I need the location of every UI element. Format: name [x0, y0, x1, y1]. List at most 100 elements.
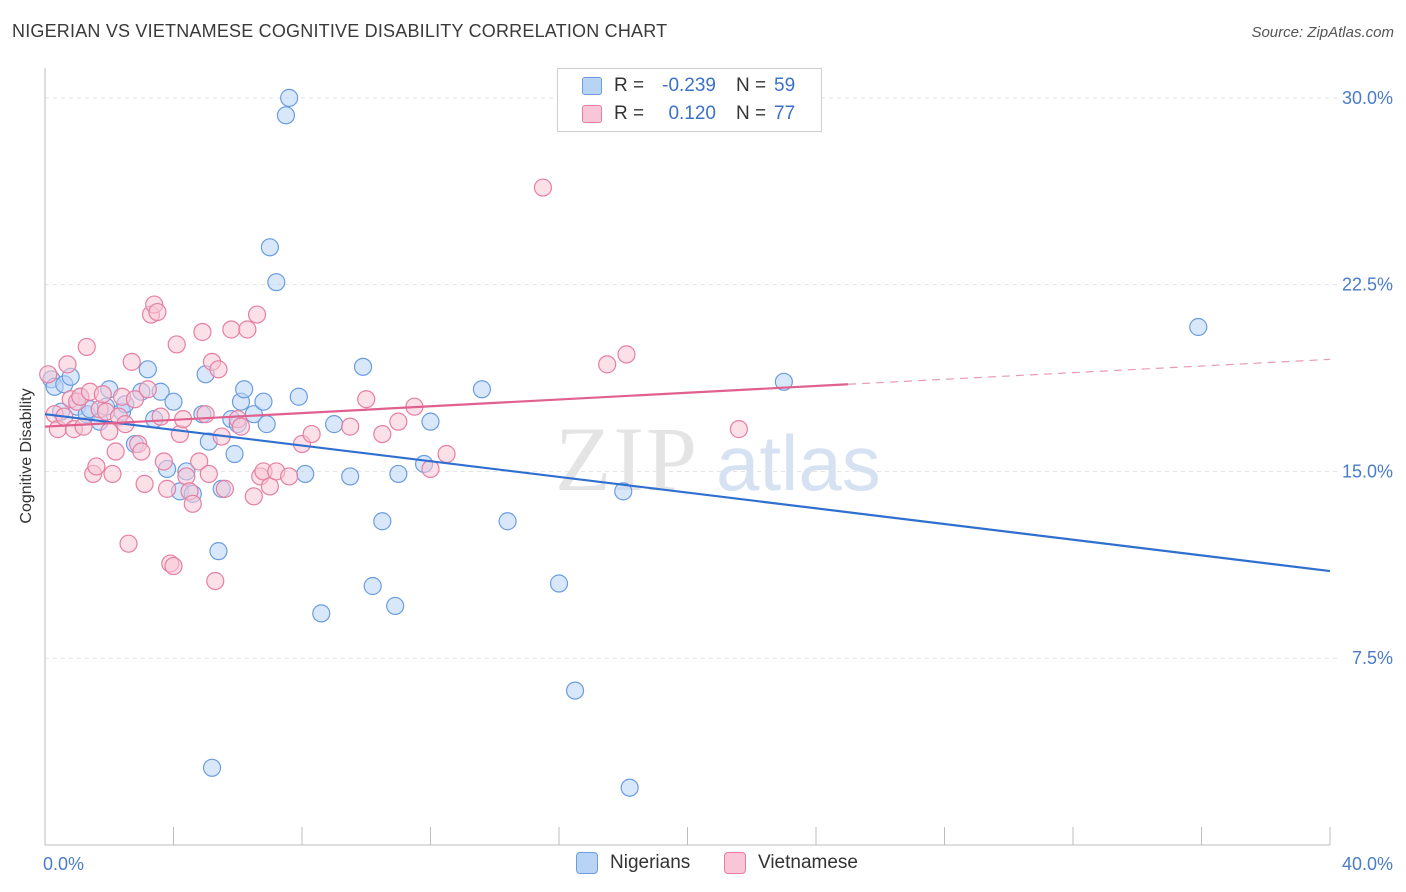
nigerian-point: [353, 357, 373, 376]
nigerian-point: [421, 412, 440, 431]
nigerian-point: [341, 467, 360, 486]
nigerian-point: [209, 542, 228, 561]
vietnamese-point: [222, 320, 241, 339]
nigerian-point: [225, 444, 244, 464]
bottom-legend-label: Nigerians: [610, 852, 691, 873]
vietnamese-point: [617, 345, 636, 364]
bottom-legend-vietnamese: Vietnamese: [724, 852, 858, 874]
bottom-swatch-pink: [724, 852, 746, 874]
correlation-legend: R = -0.239 N = 59 R = 0.120 N = 77: [557, 68, 822, 132]
vietnamese-point: [238, 320, 257, 339]
legend-swatch-blue: [582, 77, 602, 95]
vietnamese-point: [373, 424, 392, 444]
vietnamese-point: [148, 302, 167, 322]
vietnamese-point: [164, 556, 183, 576]
vietnamese-point: [106, 442, 125, 461]
legend-r-label: R =: [614, 75, 645, 96]
vietnamese-point: [196, 405, 215, 424]
vietnamese-trend-extension: [848, 358, 1331, 385]
trend-lines: [44, 358, 1331, 573]
vietnamese-point: [167, 335, 186, 354]
vietnamese-point: [138, 380, 157, 399]
legend-row-nigerians: R = -0.239 N = 59: [582, 73, 795, 99]
vietnamese-point: [93, 385, 112, 404]
legend-r-value: -0.239: [662, 75, 716, 96]
legend-r-value: 0.120: [668, 103, 716, 124]
vietnamese-point: [244, 487, 263, 506]
vietnamese-point: [87, 457, 106, 476]
nigerian-point: [363, 576, 382, 596]
nigerian-point: [254, 392, 273, 411]
nigerian-point: [614, 482, 633, 501]
vietnamese-point: [341, 417, 360, 436]
vietnamese-point: [58, 355, 77, 374]
nigerian-point: [138, 360, 157, 379]
vietnamese-point: [199, 464, 218, 484]
vietnamese-point: [193, 322, 212, 342]
bottom-swatch-blue: [576, 852, 598, 874]
nigerian-point: [235, 380, 254, 399]
nigerian-point: [549, 574, 569, 593]
x-tick-label: 0.0%: [43, 854, 84, 874]
nigerian-point: [1189, 317, 1208, 337]
legend-swatch-pink: [582, 105, 602, 123]
vietnamese-point: [729, 420, 749, 439]
nigerian-point: [389, 464, 408, 484]
vietnamese-point: [357, 390, 376, 409]
nigerian-point: [276, 106, 296, 125]
nigerian-point: [260, 238, 279, 257]
nigerian-point: [164, 392, 183, 411]
vietnamese-point: [151, 407, 170, 426]
legend-n-label: N =: [736, 103, 767, 124]
nigerian-point: [498, 512, 517, 531]
gridlines: [45, 97, 1340, 659]
nigerian-point: [565, 681, 585, 700]
nigerian-point: [386, 596, 405, 616]
vietnamese-point: [231, 417, 251, 436]
chart-title: NIGERIAN VS VIETNAMESE COGNITIVE DISABIL…: [12, 21, 668, 41]
nigerian-point: [257, 415, 276, 434]
nigerian-point: [312, 604, 331, 623]
vietnamese-point: [119, 534, 138, 553]
vietnamese-point: [598, 355, 617, 374]
axes: [44, 68, 1331, 846]
bottom-legend-label: Vietnamese: [758, 852, 858, 873]
vietnamese-point: [302, 424, 321, 444]
vietnamese-point: [77, 337, 96, 357]
vietnamese-point: [215, 479, 234, 498]
y-tick-label: 30.0%: [1342, 88, 1393, 108]
vietnamese-point: [280, 467, 299, 486]
vietnamese-point: [190, 452, 209, 471]
vietnamese-trend-line: [44, 383, 849, 428]
vietnamese-point: [209, 360, 228, 379]
legend-n-label: N =: [736, 75, 767, 96]
legend-n-value: 77: [774, 103, 796, 124]
vietnamese-point: [247, 305, 267, 324]
chart-source: Source: ZipAtlas.com: [1251, 24, 1394, 41]
vietnamese-point: [103, 464, 122, 484]
vietnamese-point: [154, 452, 173, 471]
nigerian-point: [472, 380, 491, 399]
nigerian-point: [267, 273, 286, 292]
vietnamese-point: [170, 424, 190, 444]
nigerian-point: [280, 88, 299, 107]
vietnamese-point: [183, 494, 202, 513]
legend-n-value: 59: [774, 75, 796, 96]
vietnamese-point: [177, 467, 196, 486]
nigerian-point: [373, 512, 392, 531]
x-tick-labels: 0.0% 40.0%: [43, 854, 1393, 874]
nigerian-trend-line: [44, 413, 1331, 573]
nigerian-point: [296, 464, 315, 484]
nigerian-point: [289, 387, 308, 406]
vietnamese-point: [437, 444, 456, 464]
nigerian-point: [202, 758, 222, 777]
y-tick-label: 22.5%: [1342, 275, 1393, 295]
vietnamese-point: [122, 352, 141, 371]
data-points: [39, 88, 1208, 797]
nigerian-point: [620, 778, 639, 797]
vietnamese-point: [39, 365, 58, 384]
bottom-legend-nigerians: Nigerians: [576, 852, 690, 874]
legend-row-vietnamese: R = 0.120 N = 77: [582, 101, 795, 127]
vietnamese-point: [206, 571, 225, 591]
